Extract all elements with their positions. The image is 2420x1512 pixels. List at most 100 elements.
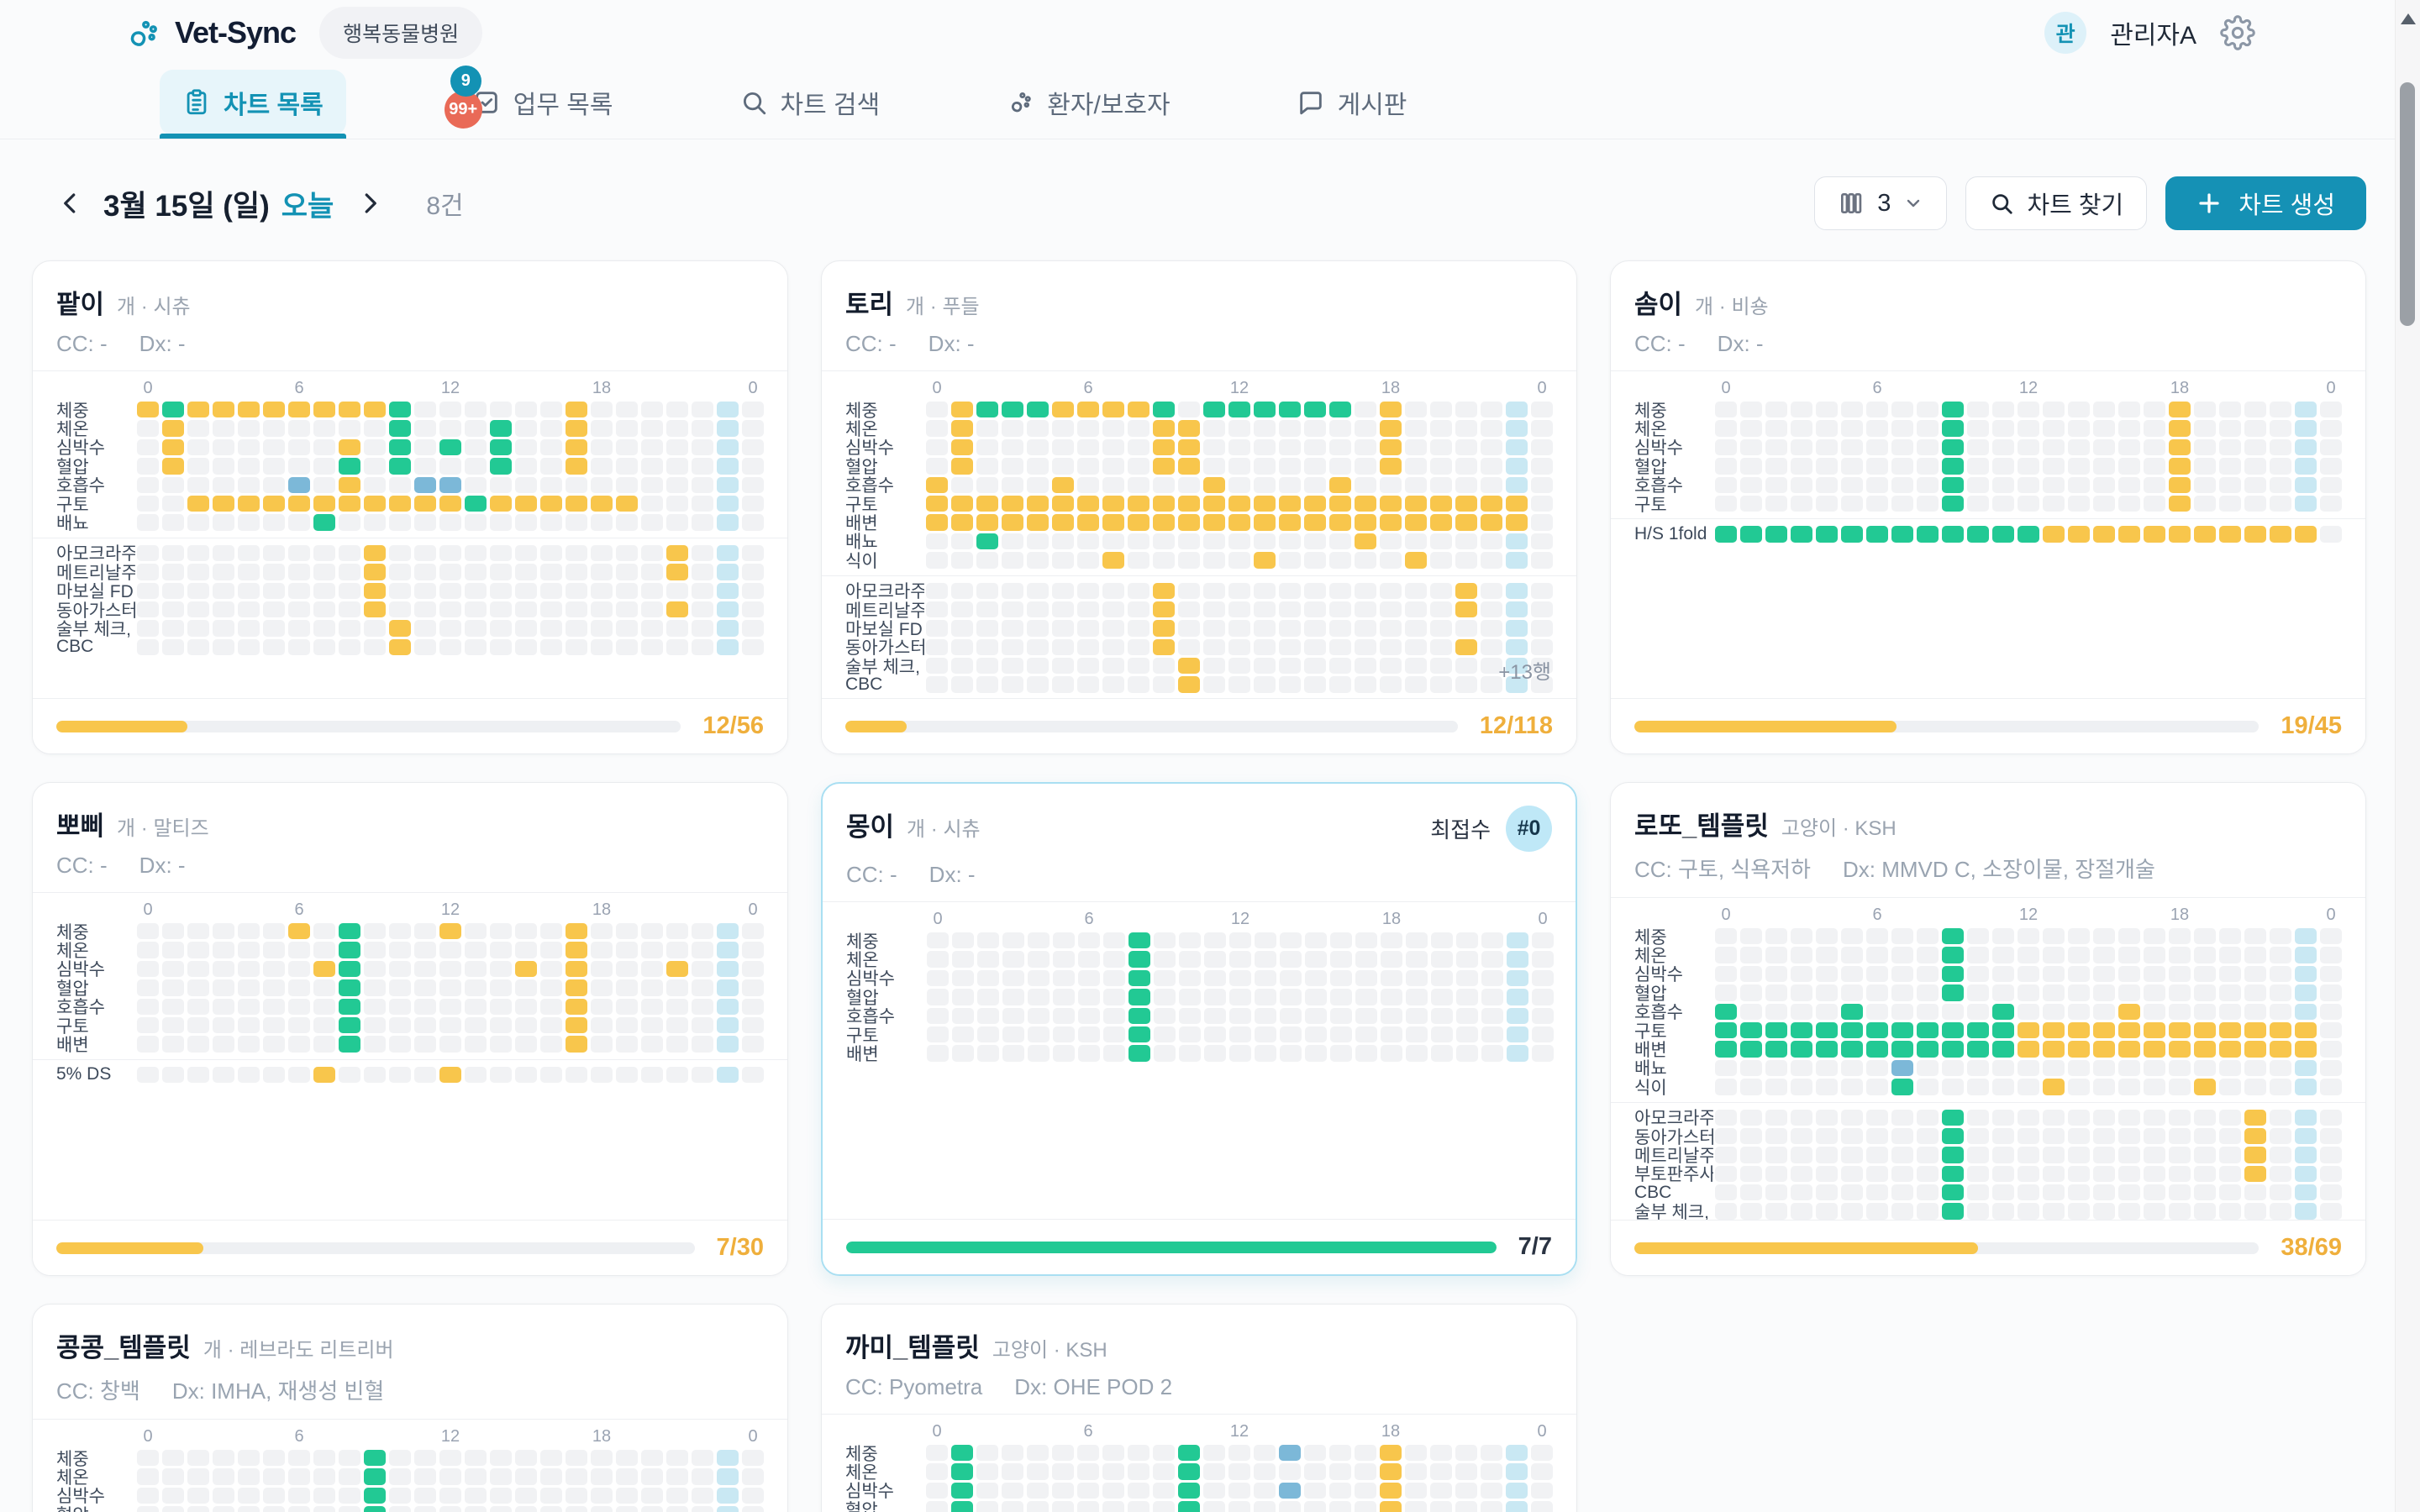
- patient-card[interactable]: 몽이 개 · 시츄 최접수 #0 CC: - Dx: -0 6 12 18 0 체중 체온 심박수 혈압 호…: [821, 782, 1577, 1276]
- heatmap-cell: [2244, 402, 2266, 418]
- heatmap-cell: [2144, 984, 2165, 1001]
- heatmap-cell: [1178, 476, 1200, 493]
- heatmap-cell: [162, 1036, 184, 1053]
- patient-card[interactable]: 로또_템플릿 고양이 · KSH CC: 구토, 식욕저하 Dx: MMVD C, 소…: [1610, 782, 2366, 1276]
- heatmap-cell: [490, 1450, 512, 1467]
- heatmap-cell: [1279, 476, 1301, 493]
- heatmap-cell: [2169, 526, 2191, 543]
- heatmap-cell: [616, 1506, 638, 1512]
- heatmap-cell: [1153, 420, 1175, 437]
- heatmap-cell: [1078, 989, 1100, 1005]
- heatmap-cell: [1027, 438, 1049, 456]
- heatmap-cell: [692, 544, 713, 562]
- heatmap-cell: [1028, 989, 1050, 1005]
- tab-patients[interactable]: 환자/보호자: [1006, 66, 1171, 139]
- heatmap-cell: [1405, 476, 1427, 493]
- heatmap-cell: [490, 514, 512, 531]
- avatar[interactable]: 관: [2044, 12, 2087, 54]
- scrollbar[interactable]: [2395, 0, 2420, 1512]
- toolbar: 3월 15일 (일) 오늘 8건 3 차트 찾기 차트 생성: [53, 176, 2366, 230]
- columns-select[interactable]: 3: [1814, 176, 1948, 230]
- heatmap-cell: [1531, 476, 1553, 493]
- heatmap-cells: [137, 420, 764, 437]
- heatmap-cell: [1052, 1482, 1074, 1499]
- heatmap-cell: [1791, 1165, 1812, 1183]
- heatmap-cell: [515, 1036, 537, 1053]
- next-day-button[interactable]: [352, 186, 387, 221]
- heatmap-cell: [238, 582, 260, 599]
- heatmap-cell: [1280, 951, 1302, 968]
- heatmap-cell: [288, 979, 310, 996]
- heatmap-cell: [1455, 438, 1477, 456]
- heatmap-cell: [364, 1450, 386, 1467]
- heatmap-cell: [465, 1036, 487, 1053]
- heatmap-cell: [1178, 458, 1200, 475]
- heatmap-cell: [2144, 1203, 2165, 1220]
- heatmap-cell: [1103, 1026, 1125, 1043]
- prev-day-button[interactable]: [53, 186, 88, 221]
- heatmap-cell: [566, 979, 587, 996]
- tab-task-list[interactable]: 9 99+ 업무 목록: [444, 66, 613, 139]
- heatmap-cell: [1228, 1463, 1250, 1480]
- scrollbar-up-arrow-icon[interactable]: [2400, 13, 2416, 24]
- heatmap-cell: [1715, 1147, 1737, 1163]
- heatmap-cell: [1203, 601, 1225, 618]
- heatmap-cell: [1430, 420, 1452, 437]
- scrollbar-thumb[interactable]: [2400, 82, 2415, 326]
- heatmap-cells: [137, 438, 764, 456]
- heatmap-cell: [1791, 1203, 1812, 1220]
- heatmap-cell: [2018, 420, 2039, 437]
- patient-card[interactable]: 까미_템플릿 고양이 · KSH CC: Pyometra Dx: OHE POD 2…: [821, 1304, 1577, 1512]
- patient-card[interactable]: 토리 개 · 푸들 CC: - Dx: -0 6 12 18 0 체중 체온 심박수 혈압 호흡수 구토 배…: [821, 260, 1577, 754]
- heatmap-cell: [1304, 1463, 1326, 1480]
- heatmap-cell: [414, 582, 436, 599]
- heatmap-cell: [1178, 638, 1200, 656]
- find-chart-button[interactable]: 차트 찾기: [1965, 176, 2148, 230]
- heatmap-cell: [616, 942, 638, 958]
- settings-button[interactable]: [2220, 15, 2255, 50]
- patient-card[interactable]: 뽀삐 개 · 말티즈 CC: - Dx: -0 6 12 18 0 체중 체온 심박수 혈압 호흡수 구토…: [32, 782, 788, 1276]
- heatmap-cell: [1279, 1463, 1301, 1480]
- heatmap-cell: [1355, 582, 1376, 599]
- heatmap-cell: [2118, 1003, 2140, 1020]
- heatmap-cell: [515, 1487, 537, 1504]
- heatmap-cell: [313, 1506, 335, 1512]
- heatmap-cell: [976, 582, 998, 599]
- cc-text: CC: 창백: [56, 1378, 140, 1404]
- time-axis: 0 6 12 18 0: [822, 1415, 1576, 1445]
- heatmap-cell: [566, 1487, 587, 1504]
- heatmap-cell: [439, 1468, 461, 1485]
- vital-row-label: 혈압: [845, 1500, 878, 1512]
- heatmap-cell: [1506, 514, 1528, 531]
- heatmap-cell: [1841, 1147, 1863, 1163]
- tab-chart-search[interactable]: 차트 검색: [739, 66, 880, 139]
- patient-card[interactable]: 팥이 개 · 시츄 CC: - Dx: -0 6 12 18 0 체중 체온 심박수 혈압 호흡수 구토 배…: [32, 260, 788, 754]
- heatmap-cell: [213, 1506, 234, 1512]
- heatmap-cell: [566, 1506, 587, 1512]
- heatmap-cell: [339, 476, 360, 493]
- tab-board[interactable]: 게시판: [1297, 66, 1407, 139]
- heatmap-cell: [1329, 438, 1351, 456]
- heatmap-cell: [1455, 552, 1477, 569]
- vital-row-label: 식이: [1634, 1078, 1667, 1098]
- heatmap-cell: [1791, 1021, 1812, 1039]
- heatmap-cell: [238, 942, 260, 958]
- heatmap-cell: [616, 402, 638, 418]
- tab-chart-list[interactable]: 차트 목록: [160, 66, 346, 139]
- progress-fill: [845, 720, 907, 732]
- patient-card[interactable]: 솜이 개 · 비숑 CC: - Dx: -0 6 12 18 0 체중 체온 심박수 혈압 호흡수 구토 H…: [1610, 260, 2366, 754]
- heatmap-cell: [692, 420, 713, 437]
- heatmap-cell: [2144, 965, 2165, 983]
- axis-tick: 12: [1230, 910, 1250, 928]
- patient-card[interactable]: 콩콩_템플릿 개 · 레브라도 리트리버 CC: 창백 Dx: IMHA, 재생성 빈…: [32, 1304, 788, 1512]
- today-link[interactable]: 오늘: [281, 190, 334, 223]
- heatmap-cell: [1254, 601, 1276, 618]
- heatmap-cell: [465, 458, 487, 475]
- heatmap-cell: [1841, 438, 1863, 456]
- heatmap-cell: [2018, 402, 2039, 418]
- heatmap-cell: [1715, 928, 1737, 945]
- heatmap-cell: [2093, 984, 2115, 1001]
- heatmap-cell: [339, 1016, 360, 1034]
- create-chart-button[interactable]: 차트 생성: [2165, 176, 2366, 230]
- heatmap-cell: [1507, 989, 1528, 1005]
